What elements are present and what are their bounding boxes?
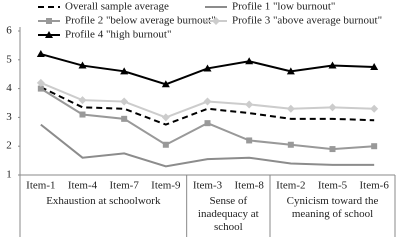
- y-tick-label: 2: [6, 140, 12, 152]
- marker: [371, 143, 378, 150]
- marker: [121, 115, 128, 122]
- marker: [287, 141, 294, 148]
- marker: [162, 141, 169, 148]
- y-tick-label: 5: [6, 53, 12, 65]
- marker: [286, 104, 295, 113]
- marker: [370, 104, 379, 113]
- group-label: Sense of inadequacy at school: [197, 195, 259, 233]
- x-tick-label: Item-2: [276, 180, 305, 192]
- x-tick-label: Item-3: [193, 180, 223, 192]
- marker: [79, 111, 86, 118]
- marker: [246, 137, 253, 144]
- legend-label: Profile 4 "high burnout": [65, 29, 171, 41]
- marker: [37, 85, 44, 92]
- marker: [161, 113, 170, 122]
- marker: [161, 80, 170, 88]
- marker: [78, 96, 87, 105]
- marker: [245, 57, 254, 65]
- marker: [45, 31, 53, 38]
- group-label: Exhaustion at schoolwork: [46, 195, 161, 207]
- y-tick-label: 1: [6, 169, 12, 181]
- x-tick-label: Item-7: [110, 180, 140, 192]
- x-tick-label: Item-8: [235, 180, 265, 192]
- marker: [120, 97, 129, 106]
- series-line: [40, 123, 375, 168]
- marker: [203, 64, 212, 72]
- y-tick-label: 3: [6, 111, 12, 123]
- x-tick-label: Item-1: [26, 180, 55, 192]
- marker: [329, 146, 336, 153]
- marker: [203, 97, 212, 106]
- x-tick-label: Item-9: [151, 180, 181, 192]
- x-tick-label: Item-4: [68, 180, 98, 192]
- x-tick-label: Item-5: [318, 180, 348, 192]
- legend-label: Profile 1 "low burnout": [232, 1, 335, 13]
- marker: [370, 63, 379, 70]
- marker: [46, 18, 52, 24]
- marker: [204, 120, 211, 127]
- marker: [212, 17, 220, 25]
- marker: [120, 67, 129, 75]
- group-label: Cynicism toward the meaning of school: [286, 195, 379, 220]
- y-tick-label: 6: [6, 25, 12, 37]
- marker: [328, 61, 337, 69]
- legend-label: Profile 2 "below average burnout": [65, 15, 216, 27]
- legend-label: Profile 3 "above average burnout": [232, 15, 382, 27]
- series-line: [40, 86, 375, 126]
- marker: [78, 61, 87, 69]
- x-tick-label: Item-6: [360, 180, 390, 192]
- marker: [36, 50, 45, 58]
- marker: [245, 100, 254, 109]
- y-tick-label: 4: [6, 82, 12, 94]
- marker: [36, 78, 45, 87]
- marker: [286, 67, 295, 75]
- legend-label: Overall sample average: [65, 1, 169, 13]
- marker: [328, 103, 337, 112]
